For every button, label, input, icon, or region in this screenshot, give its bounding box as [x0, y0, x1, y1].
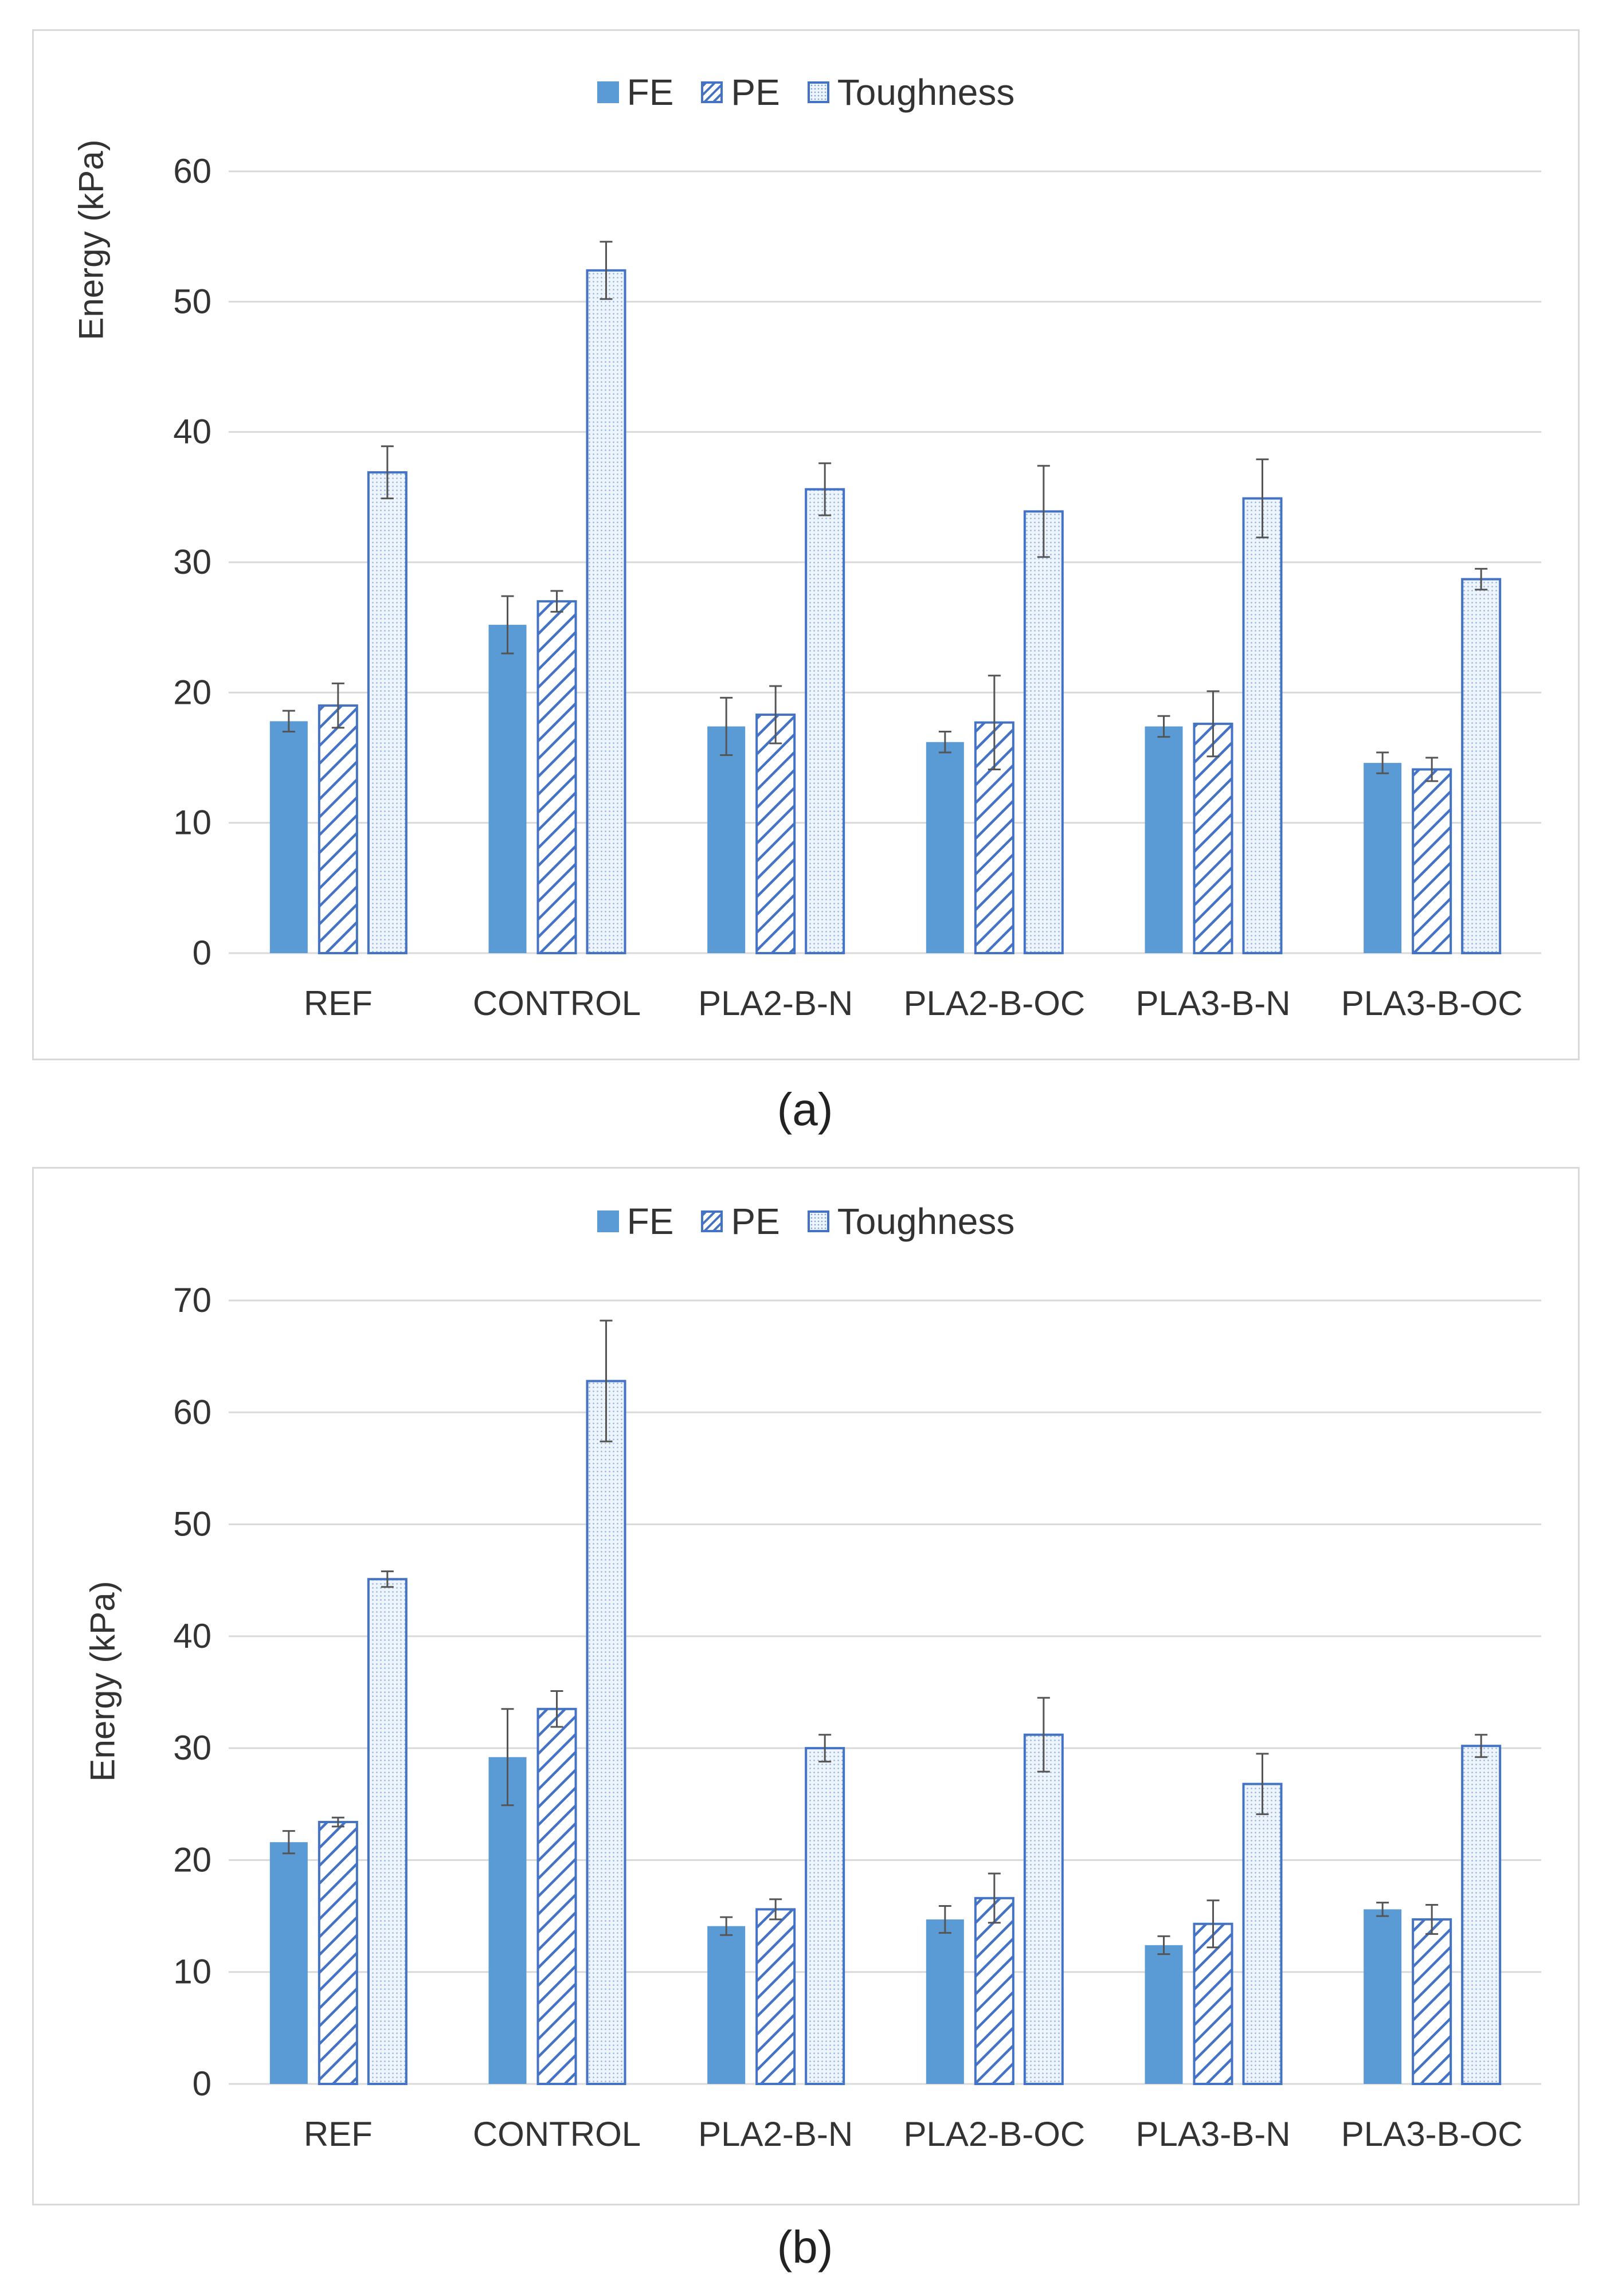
x-category-label: PLA2-B-N [698, 2115, 853, 2153]
bar-toughness [805, 488, 845, 954]
legend-item-fe: FE [597, 71, 674, 113]
bar-toughness [367, 471, 408, 954]
bar-fe [707, 726, 746, 953]
legend-label-pe: PE [731, 1201, 780, 1242]
bar-pe [536, 1707, 577, 2085]
y-tick-label: 40 [173, 413, 211, 451]
legend-label-toughness: Toughness [837, 1201, 1015, 1242]
legend-label-pe: PE [731, 72, 780, 113]
legend-item-pe: PE [701, 1200, 780, 1243]
bar-pe [755, 1908, 796, 2085]
legend-item-pe: PE [701, 71, 780, 113]
y-tick-label: 60 [173, 1393, 211, 1431]
x-category-label: REF [304, 984, 373, 1022]
bar-toughness [586, 269, 626, 955]
x-category-label: CONTROL [473, 984, 641, 1022]
x-category-label: PLA2-B-OC [903, 984, 1085, 1022]
bar-toughness [1461, 578, 1502, 954]
bar-pe [318, 1821, 358, 2085]
legend-item-toughness: Toughness [807, 1200, 1015, 1243]
bar-toughness [1023, 1733, 1064, 2085]
bar-fe [488, 625, 527, 953]
y-tick-label: 10 [173, 1953, 211, 1991]
legend-label-toughness: Toughness [837, 72, 1015, 113]
bar-toughness [586, 1380, 626, 2085]
y-tick-label: 50 [173, 1505, 211, 1543]
bar-chart-b: 0 10 20 30 40 50 60 70 REF CONTROL PLA2-B-N PLA2-B-… [173, 1281, 1541, 2153]
bar-fe [488, 1757, 527, 2084]
bar-fe [1145, 726, 1183, 953]
pe-swatch-icon [701, 1210, 723, 1232]
toughness-swatch-icon [807, 81, 829, 103]
legend-label-fe: FE [626, 72, 674, 113]
bar-pe [1193, 1922, 1233, 2086]
bar-fe [926, 1919, 964, 2084]
bar-toughness [1242, 1782, 1283, 2085]
fe-swatch-icon [597, 1210, 619, 1232]
y-tick-label: 0 [193, 2064, 211, 2103]
bar-toughness [367, 1578, 408, 2085]
legend-item-fe: FE [597, 1200, 674, 1243]
x-category-label: PLA2-B-N [698, 984, 853, 1022]
bar-pe [1412, 768, 1452, 954]
x-category-label: CONTROL [473, 2115, 641, 2153]
bar-toughness [1242, 497, 1283, 954]
y-tick-label: 20 [173, 673, 211, 711]
y-tick-label: 0 [193, 934, 211, 972]
y-tick-label: 30 [173, 543, 211, 581]
bar-pe [974, 1897, 1014, 2085]
y-tick-label: 60 [173, 152, 211, 190]
y-tick-label: 40 [173, 1617, 211, 1655]
x-category-label: REF [304, 2115, 373, 2153]
bar-pe [755, 713, 796, 954]
bar-fe [926, 742, 964, 953]
y-tick-label: 30 [173, 1729, 211, 1767]
toughness-swatch-icon [807, 1210, 829, 1232]
bar-fe [1364, 1909, 1402, 2084]
y-tick-label: 50 [173, 282, 211, 320]
bar-fe [1364, 763, 1402, 953]
bar-pe [318, 704, 358, 954]
pe-swatch-icon [701, 81, 723, 103]
bar-fe [1145, 1945, 1183, 2084]
bar-pe [1193, 722, 1233, 954]
x-category-label: PLA3-B-N [1135, 2115, 1290, 2153]
fe-swatch-icon [597, 81, 619, 103]
legend-b: FE PE Toughness [34, 1200, 1578, 1243]
bar-pe [536, 600, 577, 954]
chart-panel-a: FE PE Toughness Energy (kPa) 0 10 20 30 40 50… [32, 29, 1580, 1060]
bar-toughness [1023, 510, 1064, 954]
bar-fe [707, 1926, 746, 2084]
x-category-label: PLA3-B-OC [1341, 2115, 1523, 2153]
x-category-label: PLA3-B-OC [1341, 984, 1523, 1022]
y-tick-label: 10 [173, 804, 211, 842]
chart-panel-b: FE PE Toughness Energy (kPa) 0 10 20 30 40 50… [32, 1167, 1580, 2205]
legend-a: FE PE Toughness [34, 71, 1578, 113]
caption-b: (b) [777, 2221, 833, 2273]
bar-pe [1412, 1918, 1452, 2086]
bar-chart-a: 0 10 20 30 40 50 60 REF CONTROL PLA2-B-N PLA2-B-OC… [173, 152, 1541, 1022]
y-tick-label: 20 [173, 1840, 211, 1879]
bar-fe [269, 1842, 308, 2084]
caption-a: (a) [777, 1084, 833, 1135]
x-category-label: PLA3-B-N [1135, 984, 1290, 1022]
bar-toughness [805, 1747, 845, 2085]
legend-item-toughness: Toughness [807, 71, 1015, 113]
bar-toughness [1461, 1745, 1502, 2085]
bar-fe [269, 721, 308, 953]
legend-label-fe: FE [626, 1201, 674, 1242]
y-tick-label: 70 [173, 1281, 211, 1319]
x-category-label: PLA2-B-OC [903, 2115, 1085, 2153]
